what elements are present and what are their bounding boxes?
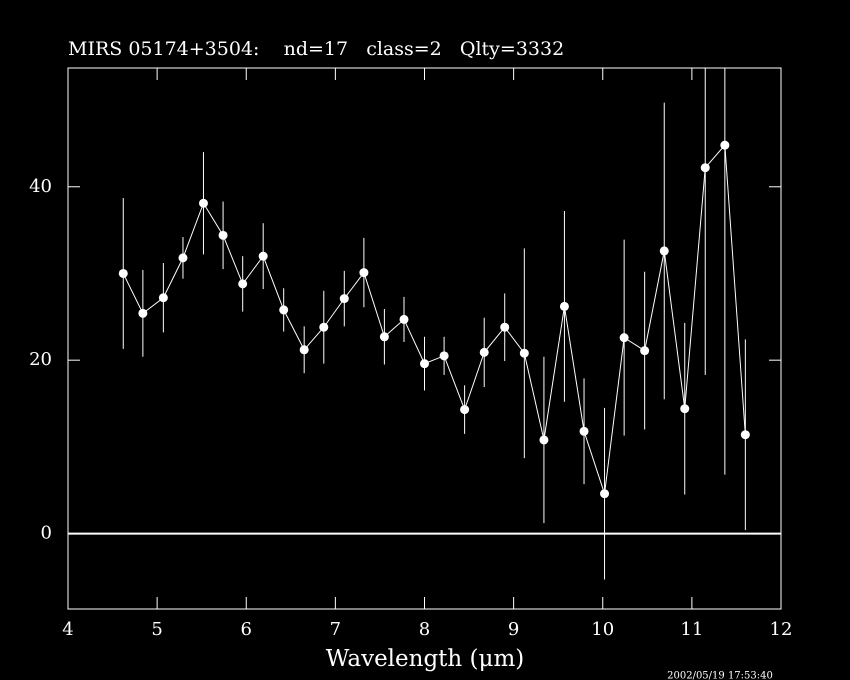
data-point [379,332,389,342]
data-point [420,359,429,369]
y-tick-label: 20 [29,349,52,370]
data-point [158,293,168,303]
data-point [539,435,549,445]
data-point [439,351,449,361]
data-point [740,430,750,440]
x-tick-label: 7 [330,619,341,640]
data-point [279,305,289,315]
data-point [339,294,349,304]
data-point [460,405,470,415]
data-point [399,314,409,324]
x-tick-label: 5 [151,619,162,640]
data-point [238,279,248,289]
data-point [198,198,208,208]
x-tick-label: 8 [419,619,430,640]
data-point [519,348,529,358]
data-point [720,140,730,150]
data-point [299,345,309,355]
x-tick-label: 9 [508,619,519,640]
x-tick-label: 4 [62,619,73,640]
data-point [178,253,188,263]
data-point [218,230,228,240]
data-line [122,143,746,494]
data-point [118,268,128,278]
data-point [319,322,329,332]
data-point [659,246,669,256]
data-point [258,251,268,261]
data-point [700,163,710,173]
data-point [579,426,589,436]
x-tick-label: 12 [770,619,793,640]
y-tick-label: 0 [41,523,52,544]
data-point [138,308,148,318]
timestamp: 2002/05/19 17:53:40 [667,671,773,680]
chart-title: MIRS 05174+3504: nd=17 class=2 Qlty=3332 [68,38,564,60]
data-point [640,346,650,356]
x-tick-label: 11 [680,619,703,640]
data-point [500,322,510,332]
data-point [619,333,629,343]
x-tick-label: 10 [591,619,614,640]
data-point [600,489,610,499]
data-point [359,268,369,278]
data-point [479,347,489,357]
data-point [680,404,690,414]
x-axis-label: Wavelength (μm) [326,646,525,672]
y-tick-label: 40 [29,176,52,197]
x-tick-label: 6 [241,619,252,640]
data-point [559,301,569,311]
